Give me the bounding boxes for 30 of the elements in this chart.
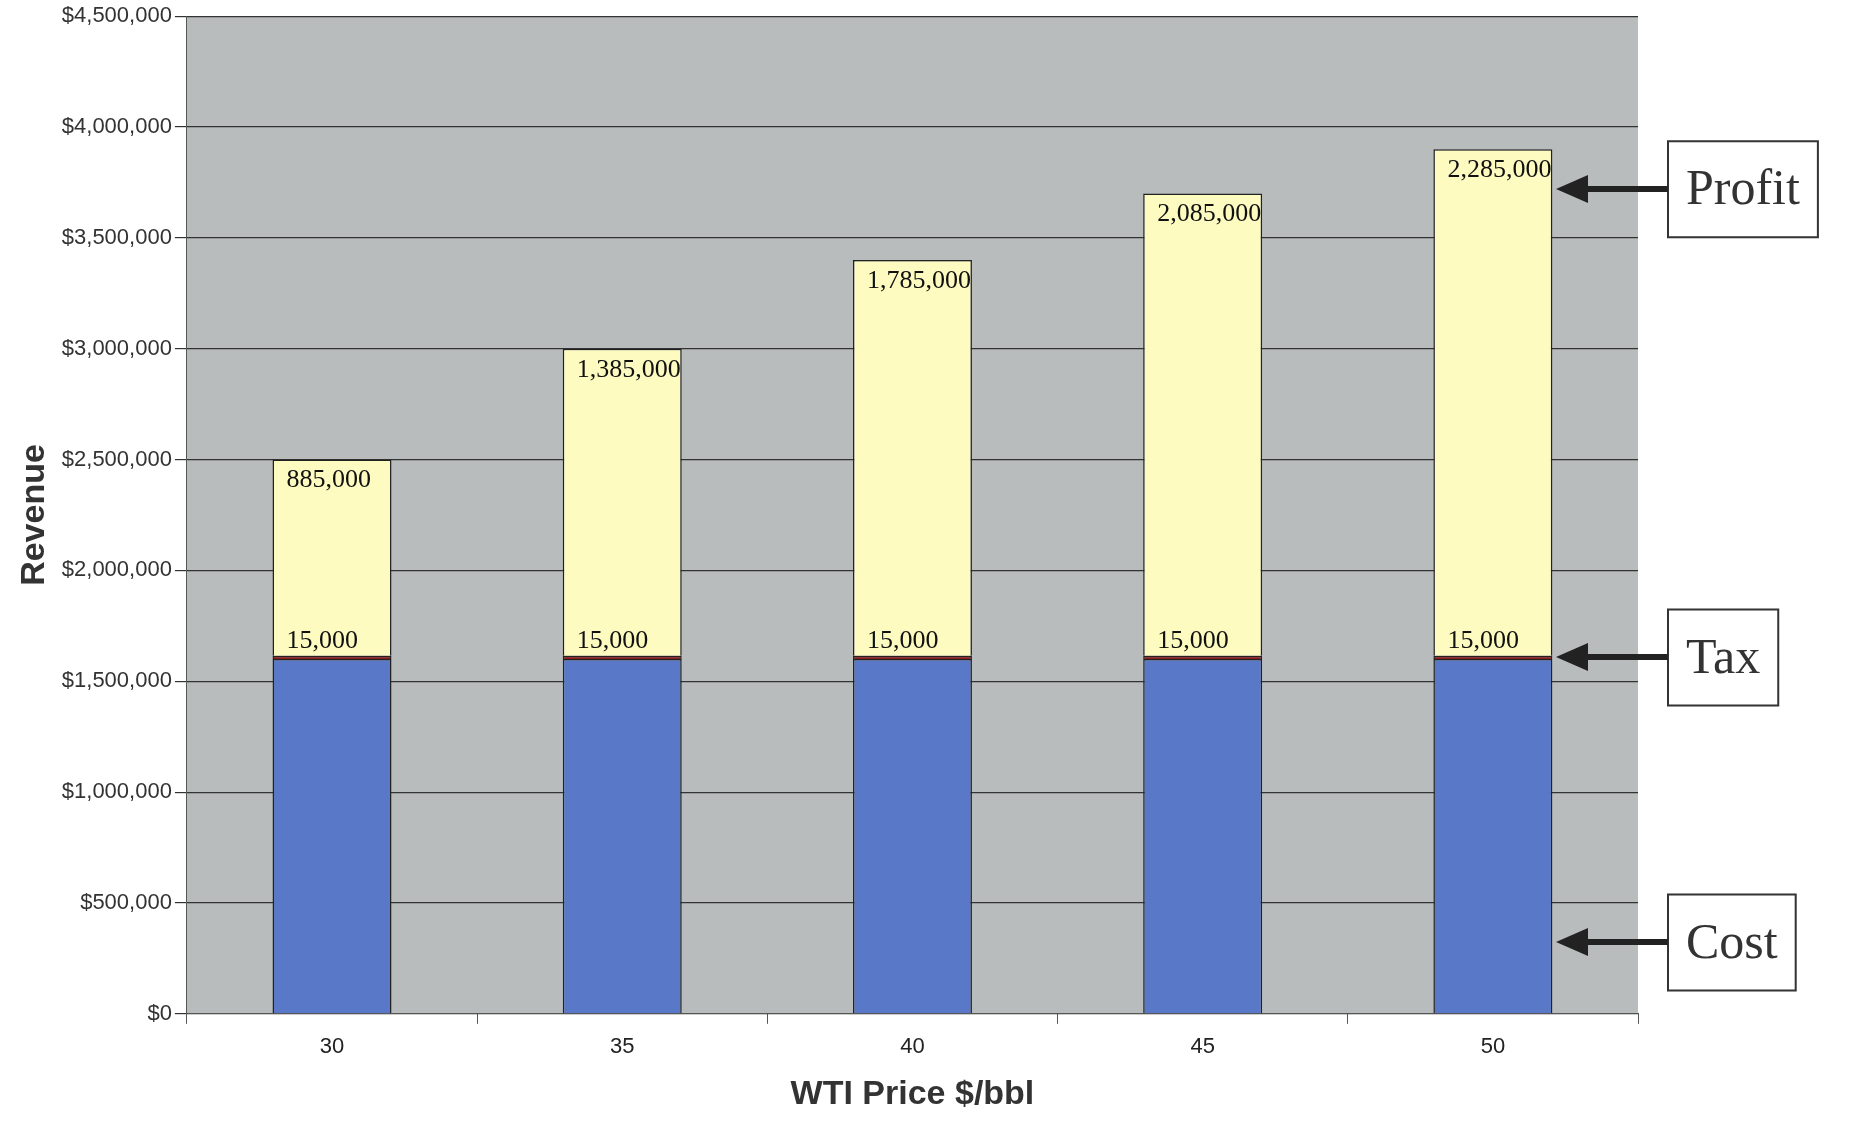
- data-label: 2,085,000: [1157, 198, 1262, 228]
- y-axis-title: Revenue: [12, 444, 51, 586]
- text: Tax: [1686, 627, 1761, 684]
- x-tick-label: 40: [900, 1033, 925, 1059]
- x-tick-label: 50: [1480, 1033, 1506, 1059]
- y-tick-label: $4,000,000: [61, 113, 172, 139]
- data-label: 15,000: [1447, 624, 1519, 654]
- data-label: 15,000: [1157, 624, 1229, 654]
- text: Profit: [1686, 159, 1800, 216]
- y-tick-label: $2,000,000: [61, 556, 172, 582]
- text: Cost: [1686, 912, 1778, 969]
- y-tick-label: $2,500,000: [61, 445, 172, 471]
- data-label: 1,785,000: [866, 264, 971, 294]
- y-tick-label: $3,500,000: [61, 223, 172, 249]
- y-tick-label: $4,500,000: [61, 2, 172, 28]
- y-tick-label: $1,500,000: [61, 667, 172, 693]
- x-tick-label: 45: [1190, 1033, 1215, 1059]
- data-label: 15,000: [866, 624, 939, 654]
- data-label: 2,285,000: [1447, 154, 1552, 184]
- x-axis-title: WTI Price $/bbl: [790, 1072, 1035, 1111]
- x-tick-label: 30: [319, 1033, 345, 1059]
- data-label: 885,000: [286, 464, 372, 494]
- data-label: 1,385,000: [576, 353, 681, 383]
- y-tick-label: $500,000: [80, 889, 172, 915]
- y-tick-label: $3,000,000: [61, 334, 172, 360]
- y-tick-label: $1,000,000: [61, 778, 172, 804]
- data-label: 15,000: [286, 624, 359, 654]
- data-label: 15,000: [576, 624, 649, 654]
- y-tick-label: $0: [147, 999, 172, 1025]
- x-tick-label: 35: [609, 1033, 635, 1059]
